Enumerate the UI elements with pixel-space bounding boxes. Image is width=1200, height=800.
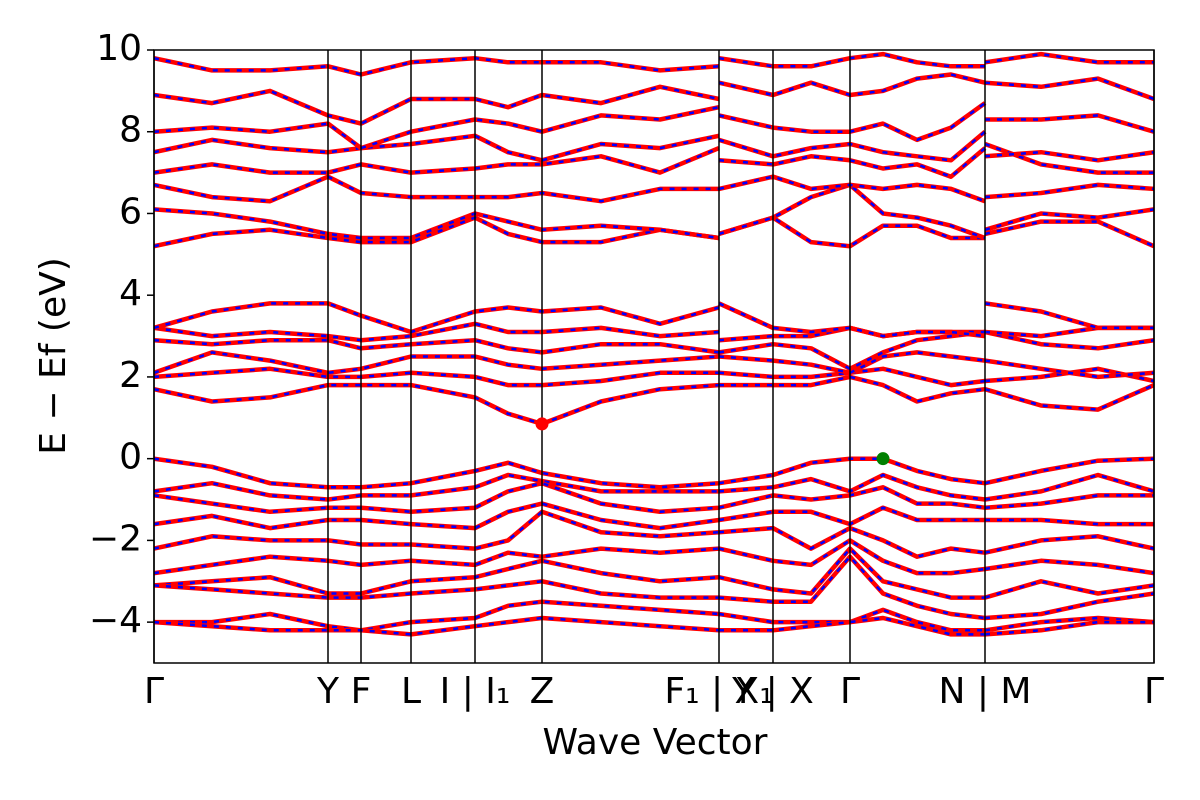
y-tick-label: 6 — [119, 191, 142, 232]
y-tick-label: 10 — [96, 28, 142, 69]
band-line-dashed — [154, 457, 1154, 489]
band-line-dashed — [154, 216, 1154, 248]
y-tick-label: 2 — [119, 355, 142, 396]
band-line-dashed — [154, 142, 1154, 179]
band-edge-point — [535, 417, 549, 431]
x-tick-label: Y — [316, 671, 340, 712]
band-line-dashed — [154, 473, 1154, 501]
x-axis-label: Wave Vector — [543, 722, 768, 763]
band-line — [154, 538, 1154, 576]
x-tick-label: Γ — [840, 671, 860, 712]
band-line-dashed — [154, 375, 1154, 426]
band-line-dashed — [154, 130, 1154, 162]
x-tick-label: Z — [530, 671, 555, 712]
band-line — [154, 72, 1154, 126]
plot-frame — [153, 49, 1155, 664]
band-line — [154, 174, 1154, 204]
y-tick-label: −2 — [89, 518, 142, 559]
band-line-dashed — [154, 481, 1154, 514]
band-line — [154, 456, 1154, 490]
x-tick-label: N | M — [938, 671, 1031, 712]
x-tick-label: I | I₁ — [440, 671, 511, 712]
band-line — [154, 51, 1154, 77]
band-line-dashed — [154, 502, 1154, 530]
band-line-dashed — [154, 183, 1154, 240]
plot-area — [154, 51, 1154, 637]
y-tick-label: 4 — [119, 273, 142, 314]
x-tick-label: F₁ | X₁ — [664, 671, 773, 712]
band-line — [154, 129, 1154, 163]
band-line-dashed — [154, 600, 1154, 632]
band-line-dashed — [154, 367, 1154, 387]
y-tick-label: 8 — [119, 110, 142, 151]
x-tick-label: Y | X — [731, 671, 814, 712]
band-edge-point — [876, 452, 890, 466]
band-line — [154, 546, 1154, 600]
x-tick-label: F — [351, 671, 372, 712]
band-line-dashed — [154, 52, 1154, 76]
band-line-dashed — [154, 538, 1154, 575]
band-line-dashed — [154, 546, 1154, 599]
y-tick-label: 0 — [119, 437, 142, 478]
x-tick-label: Γ — [1144, 671, 1164, 712]
band-line-dashed — [154, 351, 1154, 379]
band-line-dashed — [154, 73, 1154, 125]
band-line-dashed — [154, 616, 1154, 636]
band-line — [154, 101, 1154, 151]
x-tick-label: L — [401, 671, 421, 712]
y-axis-label: E − Ef (eV) — [33, 257, 74, 455]
band-line-dashed — [154, 330, 1154, 371]
band-line-dashed — [154, 102, 1154, 150]
band-line — [154, 215, 1154, 249]
band-line — [154, 366, 1154, 388]
band-line-dashed — [154, 510, 1154, 559]
band-line-dashed — [154, 554, 1154, 620]
band-line-dashed — [154, 175, 1154, 203]
band-line-dashed — [154, 302, 1154, 338]
band-line — [154, 374, 1154, 427]
y-tick-label: −4 — [89, 600, 142, 641]
x-tick-label: Γ — [144, 671, 164, 712]
